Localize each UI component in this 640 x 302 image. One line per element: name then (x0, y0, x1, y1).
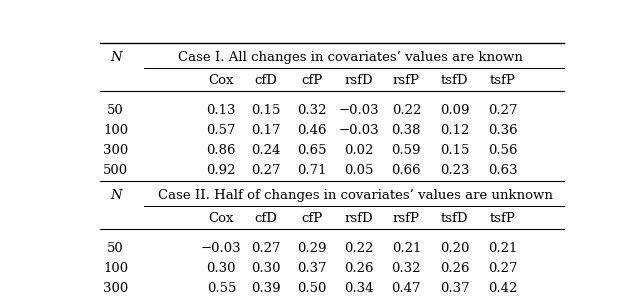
Text: N: N (110, 189, 122, 202)
Text: 0.38: 0.38 (392, 124, 421, 137)
Text: 100: 100 (103, 124, 128, 137)
Text: 0.66: 0.66 (392, 164, 421, 177)
Text: 0.22: 0.22 (344, 242, 373, 255)
Text: 0.50: 0.50 (298, 282, 327, 295)
Text: 0.27: 0.27 (252, 242, 281, 255)
Text: 0.32: 0.32 (392, 262, 421, 275)
Text: cfP: cfP (301, 74, 323, 87)
Text: 0.56: 0.56 (488, 144, 517, 157)
Text: 0.21: 0.21 (488, 242, 517, 255)
Text: 0.92: 0.92 (207, 164, 236, 177)
Text: 0.12: 0.12 (440, 124, 469, 137)
Text: 0.21: 0.21 (392, 242, 421, 255)
Text: cfD: cfD (255, 74, 277, 87)
Text: rsfP: rsfP (393, 212, 420, 225)
Text: 0.29: 0.29 (298, 242, 327, 255)
Text: 0.23: 0.23 (440, 164, 469, 177)
Text: −0.03: −0.03 (339, 104, 379, 117)
Text: tsfP: tsfP (490, 212, 516, 225)
Text: N: N (110, 51, 122, 64)
Text: 0.05: 0.05 (344, 164, 373, 177)
Text: Cox: Cox (209, 212, 234, 225)
Text: 0.42: 0.42 (488, 282, 517, 295)
Text: 500: 500 (103, 164, 128, 177)
Text: cfP: cfP (301, 212, 323, 225)
Text: Cox: Cox (209, 74, 234, 87)
Text: 0.26: 0.26 (440, 262, 469, 275)
Text: 0.27: 0.27 (488, 104, 517, 117)
Text: 0.65: 0.65 (298, 144, 327, 157)
Text: 0.24: 0.24 (252, 144, 281, 157)
Text: 0.37: 0.37 (440, 282, 469, 295)
Text: −0.03: −0.03 (339, 124, 379, 137)
Text: 0.46: 0.46 (298, 124, 327, 137)
Text: 0.36: 0.36 (488, 124, 517, 137)
Text: 0.71: 0.71 (298, 164, 327, 177)
Text: rsfD: rsfD (344, 74, 373, 87)
Text: 0.26: 0.26 (344, 262, 374, 275)
Text: −0.03: −0.03 (201, 242, 242, 255)
Text: 0.22: 0.22 (392, 104, 421, 117)
Text: 0.86: 0.86 (207, 144, 236, 157)
Text: 0.02: 0.02 (344, 144, 373, 157)
Text: 300: 300 (103, 282, 129, 295)
Text: cfD: cfD (255, 212, 277, 225)
Text: 50: 50 (108, 104, 124, 117)
Text: 0.30: 0.30 (207, 262, 236, 275)
Text: 0.20: 0.20 (440, 242, 469, 255)
Text: 0.15: 0.15 (440, 144, 469, 157)
Text: 0.09: 0.09 (440, 104, 469, 117)
Text: 100: 100 (103, 262, 128, 275)
Text: 0.63: 0.63 (488, 164, 517, 177)
Text: 0.32: 0.32 (298, 104, 327, 117)
Text: tsfD: tsfD (441, 212, 468, 225)
Text: 0.57: 0.57 (207, 124, 236, 137)
Text: tsfD: tsfD (441, 74, 468, 87)
Text: rsfD: rsfD (344, 212, 373, 225)
Text: 0.27: 0.27 (488, 262, 517, 275)
Text: 0.34: 0.34 (344, 282, 374, 295)
Text: 0.59: 0.59 (392, 144, 421, 157)
Text: 300: 300 (103, 144, 129, 157)
Text: 0.47: 0.47 (392, 282, 421, 295)
Text: 50: 50 (108, 242, 124, 255)
Text: tsfP: tsfP (490, 74, 516, 87)
Text: Case I. All changes in covariates’ values are known: Case I. All changes in covariates’ value… (178, 51, 523, 64)
Text: 0.15: 0.15 (252, 104, 281, 117)
Text: 0.17: 0.17 (252, 124, 281, 137)
Text: 0.30: 0.30 (252, 262, 281, 275)
Text: 0.27: 0.27 (252, 164, 281, 177)
Text: 0.13: 0.13 (207, 104, 236, 117)
Text: Case II. Half of changes in covariates’ values are unknown: Case II. Half of changes in covariates’ … (158, 189, 553, 202)
Text: rsfP: rsfP (393, 74, 420, 87)
Text: 0.55: 0.55 (207, 282, 236, 295)
Text: 0.37: 0.37 (298, 262, 327, 275)
Text: 0.39: 0.39 (251, 282, 281, 295)
